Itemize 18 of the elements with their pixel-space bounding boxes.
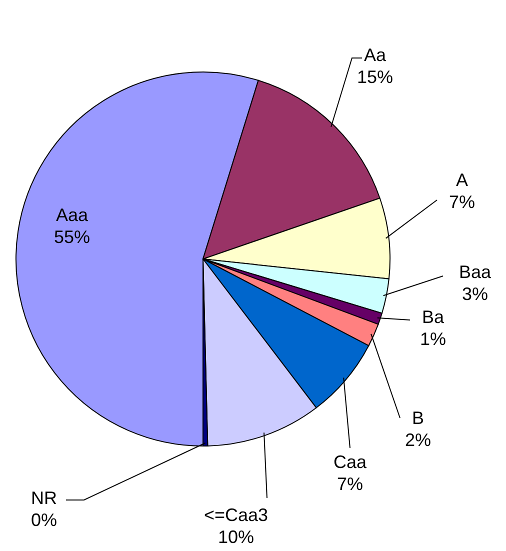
slice-label: Aa — [364, 45, 387, 65]
slice-label: Baa — [458, 262, 492, 282]
data-label: 7% — [448, 192, 476, 212]
slice-label: Aaa — [56, 205, 89, 225]
data-label: 55% — [54, 227, 90, 247]
data-label: 15% — [356, 67, 394, 87]
slice-label: NR — [31, 488, 57, 508]
slice-label: Caa — [333, 452, 368, 472]
data-label: 7% — [336, 474, 364, 494]
slice-label: <=Caa3 — [204, 505, 268, 525]
data-label: 10% — [218, 527, 254, 547]
slice-label: B — [412, 408, 424, 428]
data-label: 0% — [30, 510, 58, 530]
data-label: 2% — [404, 430, 432, 450]
data-label: 3% — [462, 284, 488, 304]
slice-label: A — [456, 170, 468, 190]
slice-label: Ba — [422, 307, 445, 327]
data-label: 1% — [420, 329, 446, 349]
